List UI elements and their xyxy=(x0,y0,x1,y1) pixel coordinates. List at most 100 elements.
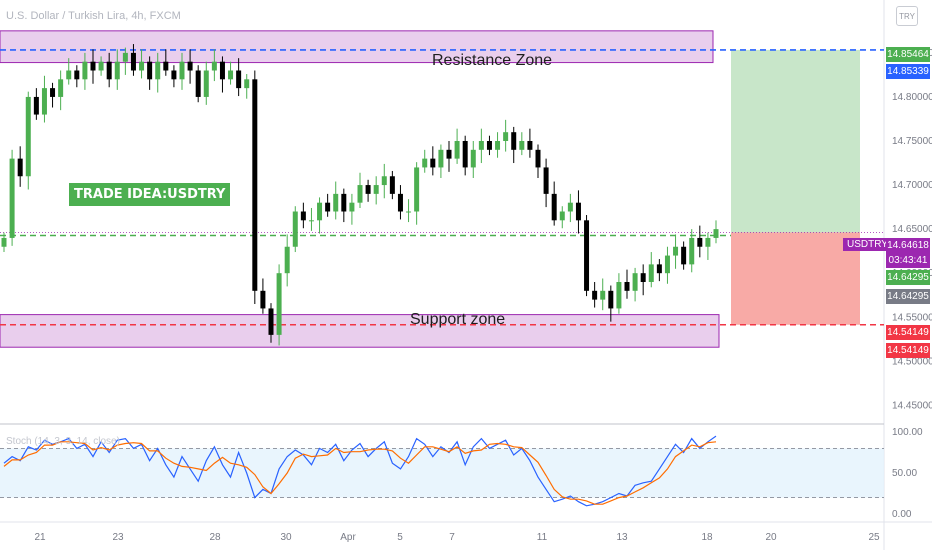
candle-body xyxy=(66,70,72,80)
stoch-tick-label: 100.00 xyxy=(892,427,923,438)
price-tag-prev-close: 14.64295 xyxy=(886,289,930,304)
candle-body xyxy=(462,141,468,168)
candle-body xyxy=(252,79,258,291)
price-tag-target: 14.85339 xyxy=(886,64,930,79)
x-tick-label: 21 xyxy=(34,532,46,543)
stoch-k-line xyxy=(3,435,717,507)
support-zone xyxy=(0,314,720,348)
candle-body xyxy=(90,61,96,71)
candle-body xyxy=(50,88,56,97)
candle-body xyxy=(551,193,557,221)
candle-body xyxy=(373,185,379,194)
candle-body xyxy=(17,158,23,177)
price-tag-resistance-top: 14.85464 xyxy=(886,47,930,62)
stop-loss-box xyxy=(731,232,860,325)
candle-body xyxy=(147,61,153,80)
price-tag-last: 14.64618 xyxy=(886,238,930,253)
candle-body xyxy=(211,61,217,71)
candle-body xyxy=(33,96,39,115)
candle-body xyxy=(664,255,670,274)
candle-body xyxy=(640,273,646,282)
candle-body xyxy=(414,167,420,212)
x-tick-label: 7 xyxy=(449,532,455,543)
y-tick-label: 14.50000 xyxy=(892,356,932,367)
candle-body xyxy=(397,193,403,212)
candle-body xyxy=(82,61,88,80)
candle-body xyxy=(616,282,622,309)
candle-body xyxy=(260,290,266,309)
candle-body xyxy=(58,79,64,97)
trade-idea-label: TRADE IDEA:USDTRY xyxy=(69,183,231,206)
symbol-tag: USDTRY xyxy=(843,238,892,251)
candle-body xyxy=(1,237,7,247)
x-tick-label: 13 xyxy=(616,532,628,543)
candle-body xyxy=(284,246,290,274)
candle-body xyxy=(357,185,363,203)
candle-body xyxy=(567,202,573,212)
candle-body xyxy=(519,141,525,150)
candle-body xyxy=(341,193,347,212)
candle-body xyxy=(292,211,298,247)
candle-body xyxy=(349,202,355,212)
resistance-zone xyxy=(0,30,714,64)
price-tag-countdown: 03:43:41 xyxy=(886,253,930,268)
candle-body xyxy=(470,149,476,168)
candle-body xyxy=(446,149,452,159)
candle-body xyxy=(171,70,177,80)
candle-body xyxy=(689,237,695,265)
candle-body xyxy=(236,70,242,89)
x-tick-label: 20 xyxy=(765,532,777,543)
candle-body xyxy=(300,211,306,221)
candle-body xyxy=(454,141,460,159)
x-tick-label: 5 xyxy=(397,532,403,543)
stoch-title: Stoch (14, 3, 3, 14, close) xyxy=(6,436,120,447)
candle-body xyxy=(478,141,484,150)
candle-body xyxy=(713,229,719,238)
candle-body xyxy=(268,308,274,335)
candle-body xyxy=(592,290,598,300)
stoch-d-line xyxy=(3,441,717,505)
stoch-band xyxy=(0,448,884,498)
candle-body xyxy=(98,61,104,71)
x-tick-label: 23 xyxy=(112,532,124,543)
currency-button[interactable]: TRY xyxy=(896,6,918,26)
candle-body xyxy=(25,96,31,177)
candle-body xyxy=(543,167,549,194)
candle-body xyxy=(9,158,15,238)
support-zone-label: Support zone xyxy=(410,311,506,328)
x-tick-label: 11 xyxy=(537,532,548,543)
candle-body xyxy=(656,264,662,274)
candle-body xyxy=(333,193,339,212)
x-tick-label: 30 xyxy=(280,532,292,543)
candle-body xyxy=(228,70,234,80)
candle-body xyxy=(163,61,169,71)
candle-body xyxy=(511,132,517,150)
y-tick-label: 14.65000 xyxy=(892,224,932,235)
candle-body xyxy=(41,88,47,115)
candle-body xyxy=(122,52,128,62)
x-tick-label: Apr xyxy=(340,532,356,543)
candle-body xyxy=(438,149,444,168)
y-tick-label: 14.45000 xyxy=(892,400,932,411)
y-tick-label: 14.70000 xyxy=(892,180,932,191)
candle-body xyxy=(495,141,501,150)
candle-body xyxy=(575,202,581,221)
candle-body xyxy=(697,237,703,247)
candle-body xyxy=(406,211,412,213)
candle-body xyxy=(244,79,250,89)
candle-body xyxy=(705,237,711,247)
candle-body xyxy=(203,70,209,97)
candle-body xyxy=(139,61,145,71)
candle-body xyxy=(648,264,654,282)
candle-body xyxy=(559,211,565,221)
candle-body xyxy=(486,141,492,150)
candle-body xyxy=(624,282,630,291)
candle-body xyxy=(503,132,509,141)
x-tick-label: 25 xyxy=(868,532,880,543)
candle-body xyxy=(155,61,161,80)
candle-body xyxy=(74,70,80,80)
candle-body xyxy=(179,61,185,80)
candle-body xyxy=(430,158,436,168)
candle-body xyxy=(381,176,387,186)
